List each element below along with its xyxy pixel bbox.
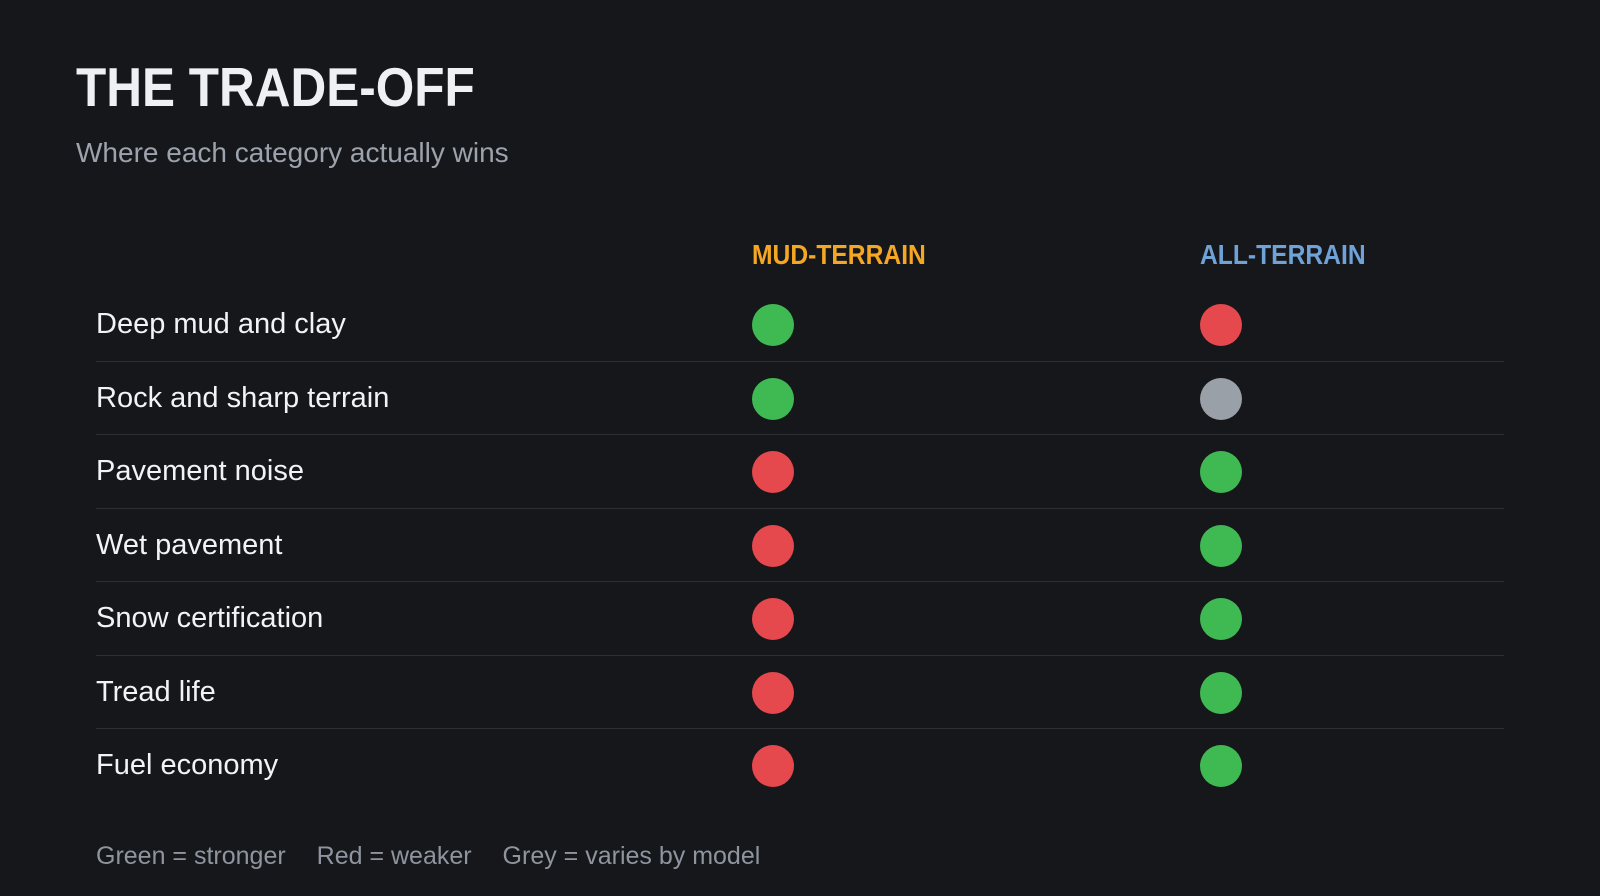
page-title: THE TRADE-OFF — [76, 56, 475, 118]
row-label: Deep mud and clay — [96, 308, 346, 340]
page-subtitle: Where each category actually wins — [76, 137, 509, 168]
mud-terrain-rating-dot — [752, 745, 794, 787]
mud-terrain-rating-dot — [752, 524, 794, 567]
row-label: Rock and sharp terrain — [96, 381, 390, 414]
row-label: Tread life — [96, 675, 216, 708]
legend-green: Green = stronger — [96, 842, 286, 870]
row-label: Snow certification — [96, 602, 324, 634]
table-row: Deep mud and clay — [96, 288, 1504, 362]
row-label: Wet pavement — [96, 528, 283, 561]
table-row: Fuel economy — [96, 729, 1504, 803]
column-header-mud-terrain: MUD-TERRAIN — [752, 239, 926, 270]
all-terrain-rating-dot — [1200, 671, 1242, 714]
all-terrain-rating-dot — [1200, 598, 1242, 640]
table-row: Wet pavement — [96, 509, 1504, 582]
legend: Green = stronger Red = weaker Grey = var… — [96, 840, 784, 872]
row-label: Fuel economy — [96, 749, 279, 781]
all-terrain-rating-dot — [1200, 745, 1242, 787]
table-row: Rock and sharp terrain — [96, 362, 1504, 435]
table-row: Tread life — [96, 656, 1504, 729]
all-terrain-rating-dot — [1200, 377, 1242, 420]
table-row: Snow certification — [96, 582, 1504, 656]
all-terrain-rating-dot — [1200, 304, 1242, 346]
mud-terrain-rating-dot — [752, 671, 794, 714]
row-label: Pavement noise — [96, 455, 304, 487]
table-row: Pavement noise — [96, 435, 1504, 509]
all-terrain-rating-dot — [1200, 524, 1242, 567]
mud-terrain-rating-dot — [752, 598, 794, 640]
column-header-all-terrain: ALL-TERRAIN — [1200, 239, 1366, 270]
legend-red: Red = weaker — [316, 842, 472, 870]
legend-grey: Grey = varies by model — [502, 842, 761, 870]
mud-terrain-rating-dot — [752, 304, 794, 346]
comparison-table: Deep mud and clay Rock and sharp terrain… — [96, 288, 1504, 803]
mud-terrain-rating-dot — [752, 377, 794, 420]
all-terrain-rating-dot — [1200, 451, 1242, 493]
mud-terrain-rating-dot — [752, 451, 794, 493]
